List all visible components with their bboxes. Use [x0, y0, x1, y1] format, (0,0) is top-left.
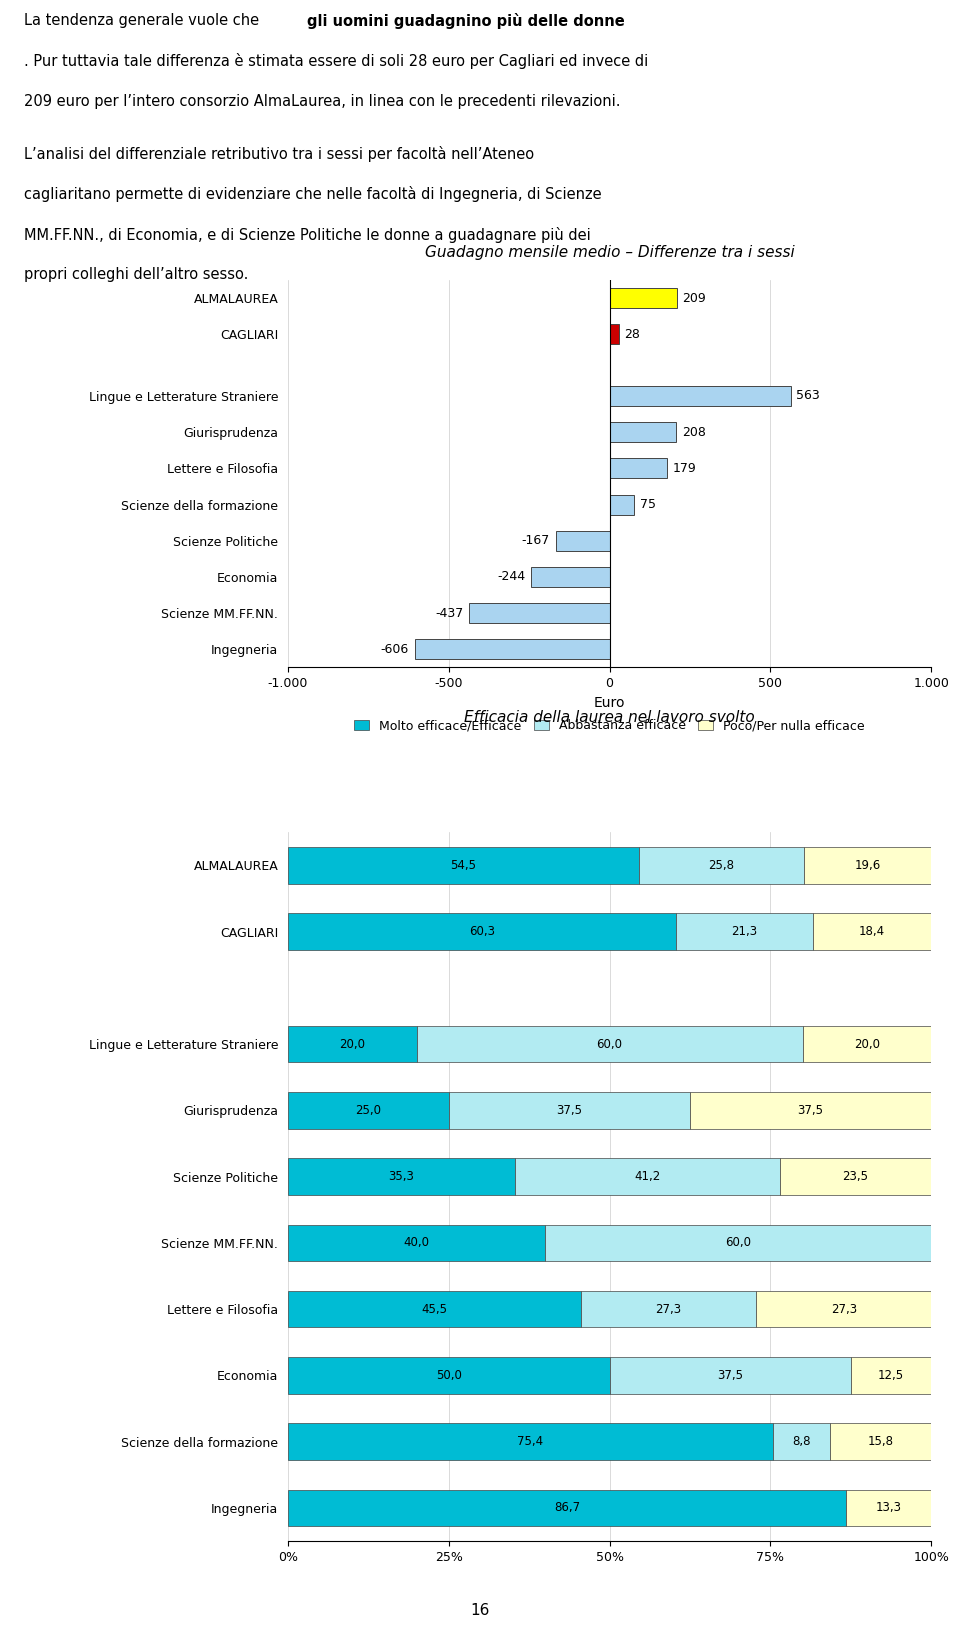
Text: cagliaritano permette di evidenziare che nelle facoltà di Ingegneria, di Scienze: cagliaritano permette di evidenziare che…	[24, 186, 602, 203]
Bar	[288, 1424, 773, 1460]
Bar	[448, 1093, 690, 1129]
Bar	[288, 1027, 417, 1063]
Bar	[288, 1159, 516, 1195]
Text: 12,5: 12,5	[878, 1369, 904, 1381]
Text: gli uomini guadagnino più delle donne: gli uomini guadagnino più delle donne	[307, 13, 625, 30]
Text: 86,7: 86,7	[554, 1501, 580, 1515]
Text: . Pur tuttavia tale differenza è stimata essere di soli 28 euro per Cagliari ed : . Pur tuttavia tale differenza è stimata…	[24, 53, 648, 69]
Text: 45,5: 45,5	[421, 1302, 447, 1315]
Bar	[288, 913, 676, 949]
Text: -606: -606	[381, 643, 409, 656]
Bar	[288, 847, 638, 883]
Bar	[638, 847, 804, 883]
Text: -244: -244	[497, 570, 525, 583]
Bar	[610, 458, 667, 478]
Bar	[469, 603, 610, 623]
Text: Guadagno mensile medio – Differenze tra i sessi: Guadagno mensile medio – Differenze tra …	[424, 246, 795, 260]
Text: La tendenza generale vuole che: La tendenza generale vuole che	[24, 13, 264, 28]
Bar	[545, 1224, 931, 1261]
Text: 25,0: 25,0	[355, 1104, 381, 1117]
Bar	[556, 531, 610, 550]
Bar	[288, 1290, 581, 1327]
Text: 16: 16	[470, 1604, 490, 1618]
Text: 27,3: 27,3	[656, 1302, 682, 1315]
Bar	[846, 1490, 931, 1526]
Bar	[804, 847, 930, 883]
Bar	[288, 1093, 448, 1129]
Bar	[851, 1356, 931, 1394]
Text: 18,4: 18,4	[859, 925, 885, 938]
Text: 8,8: 8,8	[792, 1435, 810, 1449]
Bar	[610, 1356, 851, 1394]
Text: 27,3: 27,3	[831, 1302, 857, 1315]
Text: 19,6: 19,6	[854, 859, 880, 872]
Text: 75: 75	[639, 498, 656, 511]
Text: MM.FF.NN., di Economia, e di Scienze Politiche le donne a guadagnare più dei: MM.FF.NN., di Economia, e di Scienze Pol…	[24, 227, 590, 242]
Bar	[829, 1424, 931, 1460]
Text: 75,4: 75,4	[517, 1435, 543, 1449]
Text: 40,0: 40,0	[403, 1236, 430, 1249]
Text: 35,3: 35,3	[389, 1170, 415, 1183]
Text: 28: 28	[624, 328, 640, 341]
Text: 41,2: 41,2	[635, 1170, 660, 1183]
Text: L’analisi del differenziale retributivo tra i sessi per facoltà nell’Ateneo: L’analisi del differenziale retributivo …	[24, 147, 534, 162]
Bar	[610, 422, 677, 442]
Text: 563: 563	[797, 389, 820, 402]
Bar	[813, 913, 931, 949]
Text: 60,3: 60,3	[468, 925, 495, 938]
Text: 50,0: 50,0	[436, 1369, 462, 1381]
Bar	[531, 567, 610, 587]
Bar	[756, 1290, 932, 1327]
Bar	[780, 1159, 931, 1195]
Text: Efficacia della laurea nel lavoro svolto: Efficacia della laurea nel lavoro svolto	[465, 710, 755, 725]
Bar	[581, 1290, 756, 1327]
Text: 20,0: 20,0	[339, 1038, 366, 1051]
Bar	[415, 639, 610, 659]
Text: 37,5: 37,5	[557, 1104, 583, 1117]
Bar	[690, 1093, 931, 1129]
Bar	[288, 1356, 610, 1394]
Bar	[610, 325, 618, 344]
Bar	[610, 494, 634, 514]
Text: 13,3: 13,3	[876, 1501, 901, 1515]
Bar	[610, 386, 791, 405]
Bar	[803, 1027, 931, 1063]
Text: 209: 209	[683, 292, 707, 305]
Text: 209 euro per l’intero consorzio AlmaLaurea, in linea con le precedenti rilevazio: 209 euro per l’intero consorzio AlmaLaur…	[24, 94, 620, 109]
Bar	[610, 288, 677, 308]
Text: 37,5: 37,5	[717, 1369, 743, 1381]
Text: 60,0: 60,0	[725, 1236, 752, 1249]
Text: 20,0: 20,0	[853, 1038, 880, 1051]
Text: 15,8: 15,8	[868, 1435, 894, 1449]
Text: 37,5: 37,5	[798, 1104, 824, 1117]
Text: propri colleghi dell’altro sesso.: propri colleghi dell’altro sesso.	[24, 267, 249, 282]
Text: 54,5: 54,5	[450, 859, 476, 872]
Bar	[516, 1159, 780, 1195]
Text: 21,3: 21,3	[732, 925, 757, 938]
Text: 179: 179	[673, 461, 697, 475]
Text: 25,8: 25,8	[708, 859, 734, 872]
Bar	[417, 1027, 803, 1063]
Text: 60,0: 60,0	[596, 1038, 623, 1051]
Bar	[676, 913, 813, 949]
Text: -437: -437	[435, 606, 464, 620]
X-axis label: Euro: Euro	[594, 695, 625, 710]
Text: 23,5: 23,5	[843, 1170, 869, 1183]
Bar	[288, 1490, 846, 1526]
Legend: Molto efficace/Efficace, Abbastanza efficace, Poco/Per nulla efficace: Molto efficace/Efficace, Abbastanza effi…	[349, 715, 870, 737]
Bar	[773, 1424, 829, 1460]
Text: 208: 208	[683, 425, 707, 438]
Bar	[288, 1224, 545, 1261]
Text: -167: -167	[522, 534, 550, 547]
